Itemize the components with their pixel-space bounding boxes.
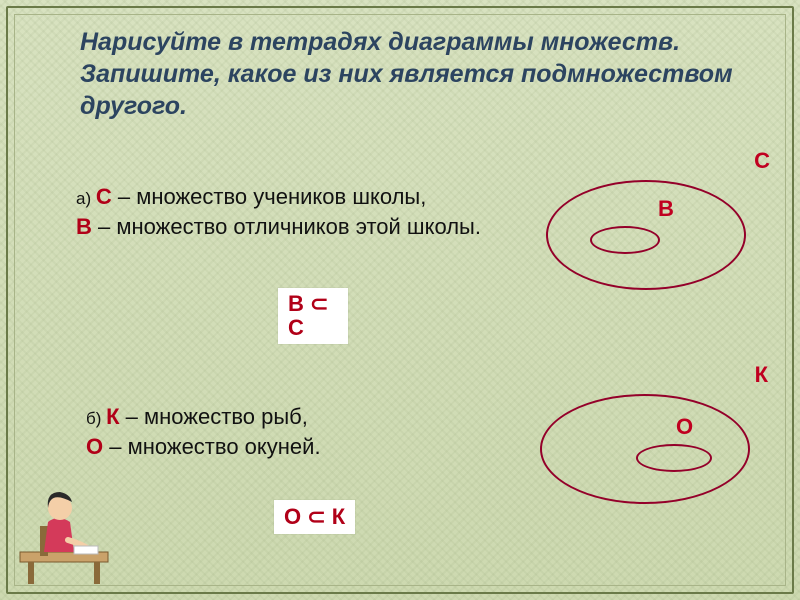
diagram-b: К О [540,386,770,536]
diagram-a-outer-label: С [754,148,770,174]
task-b-prefix: б) [86,409,106,428]
task-a: а) С – множество учеников школы, В – мно… [76,182,506,241]
task-b: б) К – множество рыб, О – множество окун… [86,402,506,461]
task-a-line1: – множество учеников школы, [112,184,427,209]
task-b-line1: – множество рыб, [120,404,308,429]
student-illustration [14,466,114,586]
task-b-set-k: К [106,404,119,429]
task-b-line2: – множество окуней. [103,434,320,459]
task-a-set-b: В [76,214,92,239]
task-b-set-o: О [86,434,103,459]
diagram-b-inner-label: О [676,414,693,440]
task-a-line2: – множество отличников этой школы. [92,214,481,239]
task-a-prefix: а) [76,189,96,208]
diagram-a-inner-label: В [658,196,674,222]
diagram-a: С В [546,170,766,310]
diagram-a-inner-ellipse [590,226,660,254]
diagram-b-inner-ellipse [636,444,712,472]
task-a-answer: В ⊂ С [278,288,348,344]
diagram-b-outer-label: К [755,362,768,388]
task-b-answer: О ⊂ К [274,500,355,534]
task-a-set-c: С [96,184,112,209]
slide-title: Нарисуйте в тетрадях диаграммы множеств.… [80,26,740,122]
